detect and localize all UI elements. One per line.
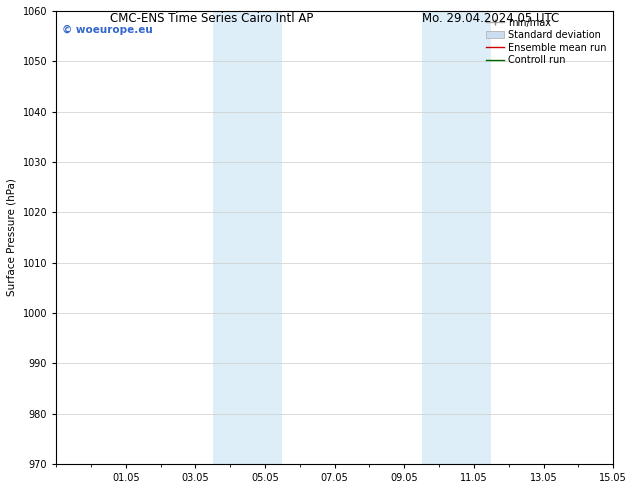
Legend: min/max, Standard deviation, Ensemble mean run, Controll run: min/max, Standard deviation, Ensemble me… [484, 16, 608, 67]
Y-axis label: Surface Pressure (hPa): Surface Pressure (hPa) [7, 178, 17, 296]
Text: Mo. 29.04.2024 05 UTC: Mo. 29.04.2024 05 UTC [422, 12, 559, 25]
Bar [213, 11, 282, 464]
Bar [422, 11, 491, 464]
Text: © woeurope.eu: © woeurope.eu [61, 24, 152, 35]
Text: CMC-ENS Time Series Cairo Intl AP: CMC-ENS Time Series Cairo Intl AP [110, 12, 314, 25]
